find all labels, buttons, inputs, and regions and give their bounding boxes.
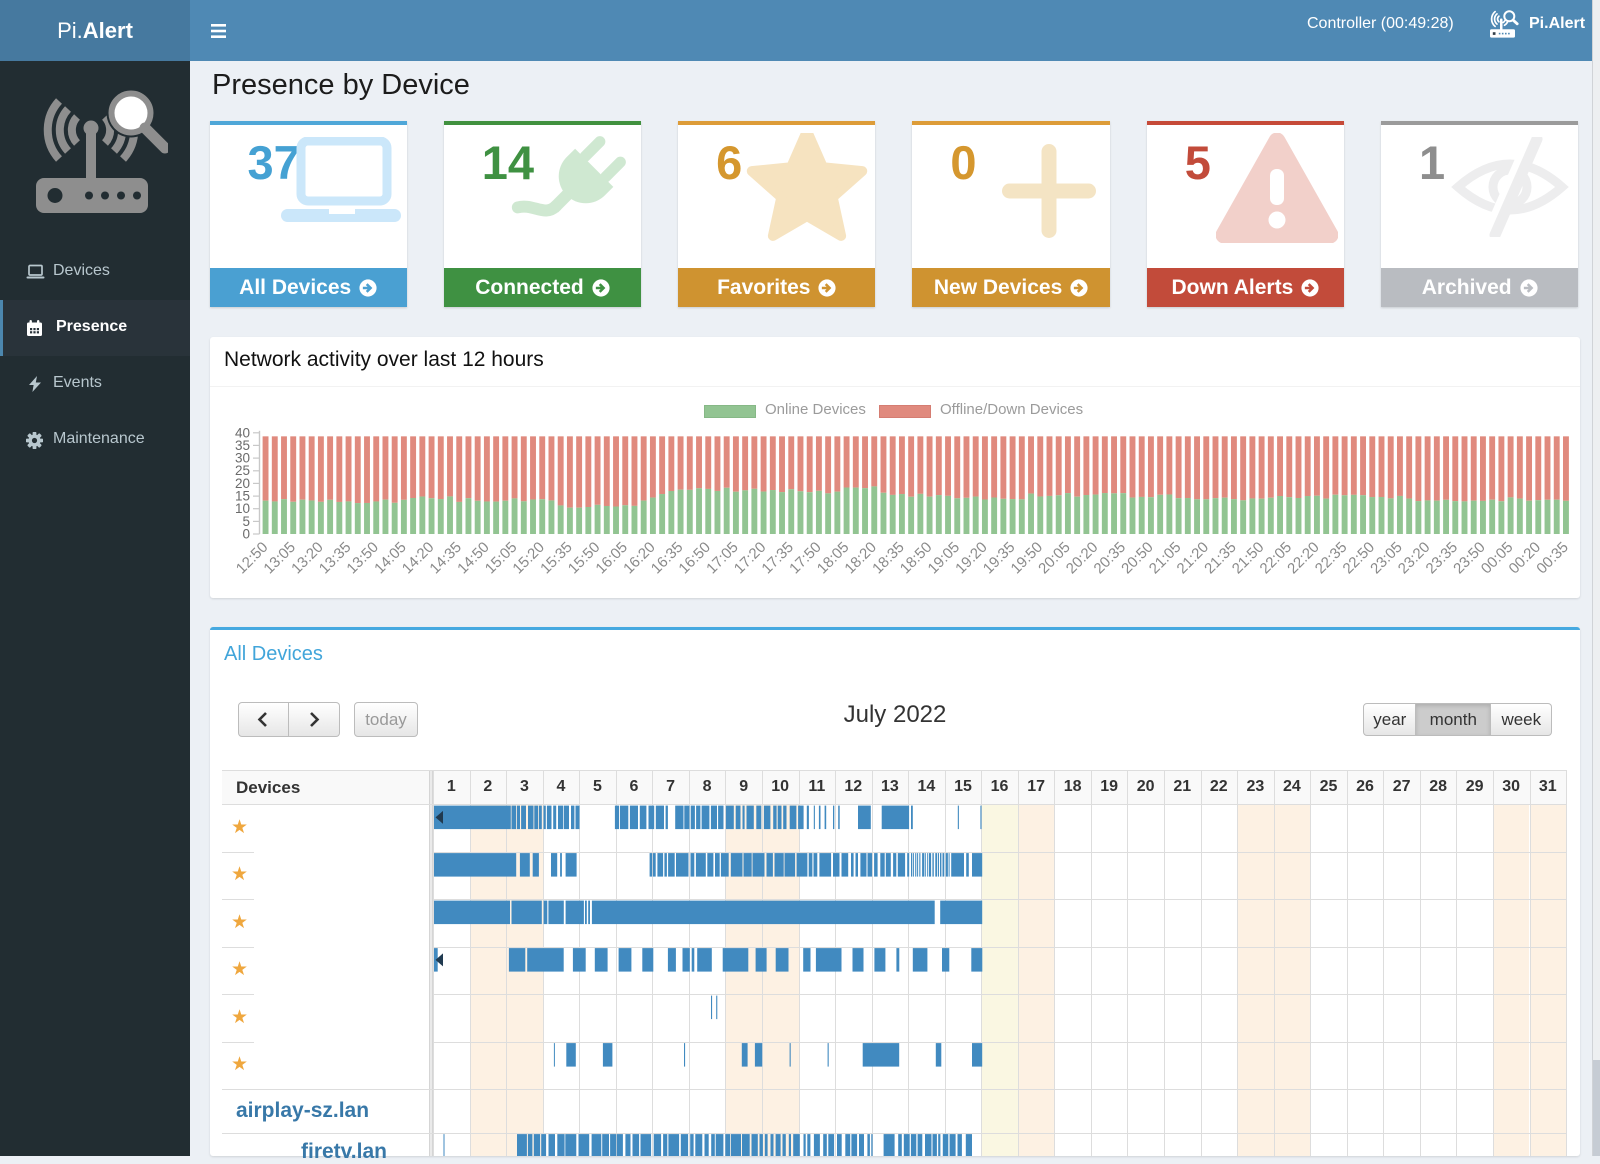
svg-text:20: 20: [235, 476, 250, 491]
svg-text:5: 5: [242, 514, 250, 529]
svg-text:15: 15: [235, 489, 250, 504]
svg-text:00:35: 00:35: [1533, 539, 1572, 578]
svg-text:10: 10: [235, 501, 250, 516]
svg-text:30: 30: [235, 451, 250, 466]
svg-text:0: 0: [242, 527, 250, 542]
svg-text:25: 25: [235, 463, 250, 478]
svg-text:35: 35: [235, 438, 250, 453]
svg-text:40: 40: [235, 425, 250, 440]
